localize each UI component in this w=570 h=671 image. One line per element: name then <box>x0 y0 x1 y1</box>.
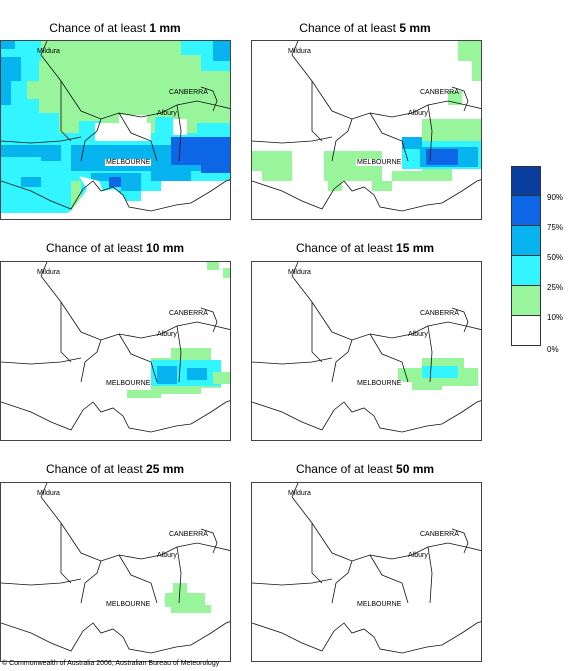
map-panel-1mm: Mildura CANBERRA Albury MELBOURNE <box>0 40 231 220</box>
place-label-mildura: Mildura <box>288 48 311 55</box>
place-label-melbourne: MELBOURNE <box>356 159 403 166</box>
map-panel-5mm: Mildura CANBERRA Albury MELBOURNE <box>251 40 482 220</box>
probability-legend: 90% 75% 50% 25% 10% 0% <box>511 166 563 354</box>
probability-fill <box>252 483 481 654</box>
place-label-melbourne: MELBOURNE <box>105 380 152 387</box>
probability-fill <box>252 41 481 212</box>
legend-label-50: 50% <box>547 253 564 262</box>
probability-fill <box>1 41 230 219</box>
legend-label-0: 0% <box>547 345 559 354</box>
place-label-albury: Albury <box>408 110 428 117</box>
panel-title-50mm: Chance of at least 50 mm <box>245 462 485 476</box>
place-label-albury: Albury <box>408 331 428 338</box>
place-label-albury: Albury <box>157 552 177 559</box>
title-prefix: Chance of at least <box>299 21 400 35</box>
legend-swatch-90-100 <box>511 166 541 196</box>
legend-swatch-0-10 <box>511 316 541 346</box>
title-prefix: Chance of at least <box>49 21 150 35</box>
place-label-mildura: Mildura <box>288 269 311 276</box>
legend-label-75: 75% <box>547 223 564 232</box>
panel-title-15mm: Chance of at least 15 mm <box>245 241 485 255</box>
title-prefix: Chance of at least <box>45 462 147 476</box>
legend-swatch-10-25 <box>511 286 541 316</box>
title-amount: 10 mm <box>146 241 185 255</box>
copyright-notice: © Commonwealth of Australia 2006, Austra… <box>2 660 220 667</box>
place-label-albury: Albury <box>157 331 177 338</box>
place-label-canberra: CANBERRA <box>420 89 459 96</box>
place-label-albury: Albury <box>408 552 428 559</box>
map-panel-15mm: Mildura CANBERRA Albury MELBOURNE <box>251 261 482 441</box>
place-label-mildura: Mildura <box>37 269 60 276</box>
title-amount: 1 mm <box>149 21 181 35</box>
title-prefix: Chance of at least <box>295 462 397 476</box>
legend-label-90: 90% <box>547 193 564 202</box>
legend-label-25: 25% <box>547 283 564 292</box>
panel-title-25mm: Chance of at least 25 mm <box>0 462 235 476</box>
title-amount: 15 mm <box>396 241 435 255</box>
title-prefix: Chance of at least <box>295 241 397 255</box>
legend-swatch-25-50 <box>511 256 541 286</box>
place-label-melbourne: MELBOURNE <box>356 601 403 608</box>
place-label-melbourne: MELBOURNE <box>356 380 403 387</box>
panel-title-1mm: Chance of at least 1 mm <box>0 21 235 35</box>
title-amount: 25 mm <box>146 462 185 476</box>
place-label-mildura: Mildura <box>37 48 60 55</box>
place-label-melbourne: MELBOURNE <box>105 601 152 608</box>
probability-fill <box>252 262 481 433</box>
place-label-canberra: CANBERRA <box>420 310 459 317</box>
place-label-canberra: CANBERRA <box>169 531 208 538</box>
panel-title-10mm: Chance of at least 10 mm <box>0 241 235 255</box>
probability-fill <box>1 483 230 654</box>
place-label-melbourne: MELBOURNE <box>105 159 152 166</box>
place-label-canberra: CANBERRA <box>169 310 208 317</box>
map-panel-50mm: Mildura CANBERRA Albury MELBOURNE <box>251 482 482 662</box>
map-panel-25mm: Mildura CANBERRA Albury MELBOURNE <box>0 482 231 662</box>
title-amount: 5 mm <box>399 21 431 35</box>
place-label-mildura: Mildura <box>288 490 311 497</box>
legend-swatch-75-90 <box>511 196 541 226</box>
title-prefix: Chance of at least <box>45 241 147 255</box>
legend-label-10: 10% <box>547 313 564 322</box>
place-label-canberra: CANBERRA <box>169 89 208 96</box>
place-label-albury: Albury <box>157 110 177 117</box>
place-label-mildura: Mildura <box>37 490 60 497</box>
place-label-canberra: CANBERRA <box>420 531 459 538</box>
title-amount: 50 mm <box>396 462 435 476</box>
probability-fill <box>1 262 230 433</box>
panel-title-5mm: Chance of at least 5 mm <box>245 21 485 35</box>
map-panel-10mm: Mildura CANBERRA Albury MELBOURNE <box>0 261 231 441</box>
legend-swatch-50-75 <box>511 226 541 256</box>
